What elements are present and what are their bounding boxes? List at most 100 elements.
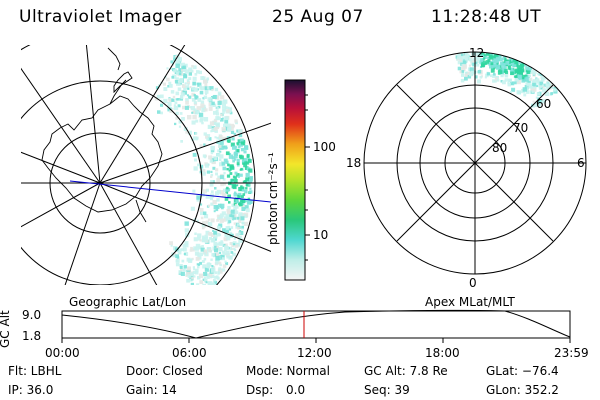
aurora-pixel (180, 140, 183, 143)
aurora-pixel (198, 70, 202, 75)
aurora-pixel (223, 183, 226, 186)
aurora-pixel (200, 288, 202, 290)
aurora-pixel (199, 261, 202, 265)
aurora-pixel (154, 97, 158, 101)
aurora-pixel (227, 194, 231, 199)
aurora-pixel (182, 105, 186, 110)
aurora-pixel (177, 57, 182, 62)
aurora-pixel (203, 211, 207, 215)
aurora-pixel (217, 100, 222, 105)
aurora-pixel (194, 284, 198, 285)
aurora-pixel (501, 63, 506, 68)
aurora-pixel (214, 157, 218, 161)
aurora-pixel (513, 75, 517, 78)
aurora-pixel (175, 111, 179, 115)
aurora-pixel (457, 53, 460, 57)
aurora-pixel (202, 169, 206, 173)
aurora-pixel (192, 152, 197, 157)
xtick-2359: 23:59 (554, 346, 589, 360)
aurora-pixel (487, 57, 490, 60)
aurora-pixel (189, 249, 193, 252)
aurora-pixel (237, 129, 242, 134)
aurora-pixel (200, 247, 205, 252)
aurora-pixel (220, 254, 225, 259)
aurora-pixel (179, 248, 182, 252)
aurora-pixel (535, 78, 540, 83)
aurora-pixel (485, 60, 490, 64)
aurora-pixel (209, 197, 214, 201)
aurora-pixel (541, 99, 546, 104)
status-door: Door: Closed (126, 364, 203, 378)
aurora-pixel (248, 168, 253, 173)
aurora-pixel (205, 135, 209, 139)
aurora-pixel (464, 58, 468, 62)
aurora-pixel (493, 73, 496, 76)
aurora-pixel (191, 86, 196, 91)
aurora-pixel (207, 281, 212, 285)
aurora-pixel (192, 114, 197, 120)
aurora-pixel (213, 118, 218, 123)
aurora-pixel (496, 62, 499, 65)
aurora-pixel (240, 141, 244, 145)
aurora-pixel (190, 206, 195, 211)
aurora-pixel (201, 245, 204, 248)
aurora-pixel (207, 221, 213, 227)
aurora-pixel (219, 218, 224, 223)
aurora-pixel (167, 107, 172, 112)
aurora-pixel (217, 268, 223, 274)
aurora-pixel (185, 274, 188, 277)
aurora-pixel (522, 87, 528, 92)
aurora-pixel (199, 239, 202, 242)
aurora-pixel (200, 76, 205, 80)
aurora-pixel (216, 153, 221, 157)
aurora-pixel (226, 226, 230, 231)
aurora-pixel (230, 178, 235, 183)
aurora-pixel (499, 55, 502, 58)
aurora-pixel (203, 79, 206, 83)
mlt-label-6: 6 (577, 156, 585, 170)
aurora-pixel (526, 74, 530, 78)
aurora-pixel (227, 107, 232, 112)
aurora-pixel (195, 243, 201, 249)
aurora-pixel (198, 290, 200, 292)
aurora-pixel (201, 291, 204, 294)
aurora-pixel (174, 122, 177, 126)
aurora-pixel (516, 65, 521, 69)
aurora-pixel (474, 52, 478, 56)
aurora-pixel (197, 163, 200, 167)
aurora-pixel (233, 237, 236, 240)
aurora-pixel (476, 52, 480, 56)
aurora-pixel (184, 221, 189, 226)
aurora-pixel (531, 87, 536, 93)
aurora-pixel (204, 267, 209, 272)
aurora-pixel (183, 88, 187, 91)
aurora-pixel (488, 61, 493, 66)
aurora-pixel (490, 68, 495, 73)
aurora-pixel (226, 216, 230, 220)
aurora-pixel (196, 289, 199, 292)
aurora-pixel (175, 258, 180, 263)
aurora-pixel (208, 247, 211, 250)
aurora-pixel (216, 198, 220, 202)
aurora-pixel (224, 119, 229, 124)
aurora-pixel (238, 202, 243, 207)
aurora-pixel (191, 111, 194, 114)
aurora-pixel (219, 135, 223, 139)
aurora-pixel (205, 286, 209, 290)
mlat-label-80: 80 (492, 141, 508, 155)
aurora-pixel (233, 205, 236, 209)
aurora-pixel (187, 87, 190, 90)
aurora-pixel (483, 57, 486, 60)
aurora-pixel (496, 79, 500, 82)
aurora-pixel (476, 60, 480, 64)
xtick-1800: 18:00 (425, 346, 460, 360)
aurora-pixel (180, 268, 183, 271)
aurora-pixel (524, 75, 528, 79)
aurora-pixel (196, 82, 199, 85)
aurora-pixel (197, 219, 199, 222)
aurora-pixel (232, 145, 237, 150)
aurora-pixel (190, 246, 193, 250)
aurora-pixel (536, 92, 541, 96)
aurora-pixel (177, 87, 182, 91)
aurora-pixel (197, 237, 201, 241)
